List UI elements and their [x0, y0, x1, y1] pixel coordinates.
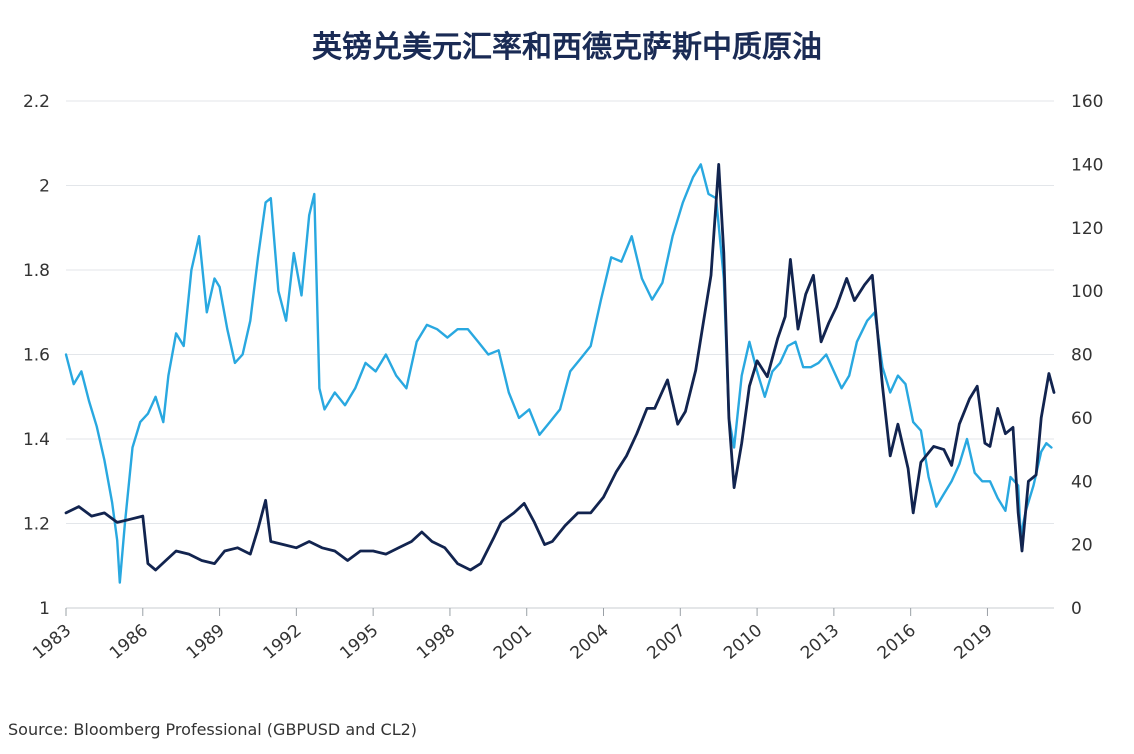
x-tick-label: 2016	[874, 621, 920, 664]
x-tick-label: 2013	[797, 621, 843, 664]
series-lines	[64, 163, 1056, 584]
x-tick-label: 2004	[567, 621, 613, 664]
y-right-tick-label: 20	[1071, 536, 1093, 556]
y-left-tick-label: 2.2	[23, 92, 50, 112]
x-tick-label: 1995	[336, 621, 382, 664]
x-tick-label: 1989	[183, 621, 229, 664]
y-right-tick-label: 140	[1071, 155, 1103, 175]
y-left-tick-label: 1	[39, 599, 50, 619]
y-left-tick-label: 1.2	[23, 515, 50, 535]
y-left-tick-label: 1.6	[23, 346, 50, 366]
y-left-tick-label: 1.8	[23, 261, 50, 281]
x-tick-label: 1992	[260, 621, 306, 664]
x-tick-label: 1998	[413, 621, 459, 664]
gridlines	[66, 100, 1054, 524]
tick-labels: 1 1.2 1.4 1.6 1.8 2 2.2 0 20 40 60 80 100 120 140 160 19…	[23, 92, 1104, 664]
y-left-tick-label: 2	[39, 177, 50, 197]
x-tick-label: 1983	[29, 621, 75, 664]
y-right-tick-label: 40	[1071, 472, 1093, 492]
gbpusd-series-line	[64, 163, 1053, 584]
axes	[65, 607, 1054, 616]
x-tick-label: 2007	[644, 621, 690, 664]
y-right-tick-label: 80	[1071, 346, 1093, 366]
x-tick-label: 2010	[720, 621, 766, 664]
y-right-tick-label: 120	[1071, 219, 1103, 239]
chart-title: 英镑兑美元汇率和西德克萨斯中质原油	[312, 30, 822, 65]
x-tick-label: 1986	[106, 621, 152, 664]
source-note: Source: Bloomberg Professional (GBPUSD a…	[8, 720, 418, 739]
y-right-tick-label: 0	[1071, 599, 1082, 619]
y-right-tick-label: 60	[1071, 409, 1093, 429]
y-left-tick-label: 1.4	[23, 430, 50, 450]
x-tick-label: 2019	[951, 621, 997, 664]
y-right-tick-label: 160	[1071, 92, 1103, 112]
wti-crude-series-line	[64, 163, 1056, 572]
y-right-tick-label: 100	[1071, 282, 1103, 302]
x-tick-label: 2001	[490, 621, 536, 664]
